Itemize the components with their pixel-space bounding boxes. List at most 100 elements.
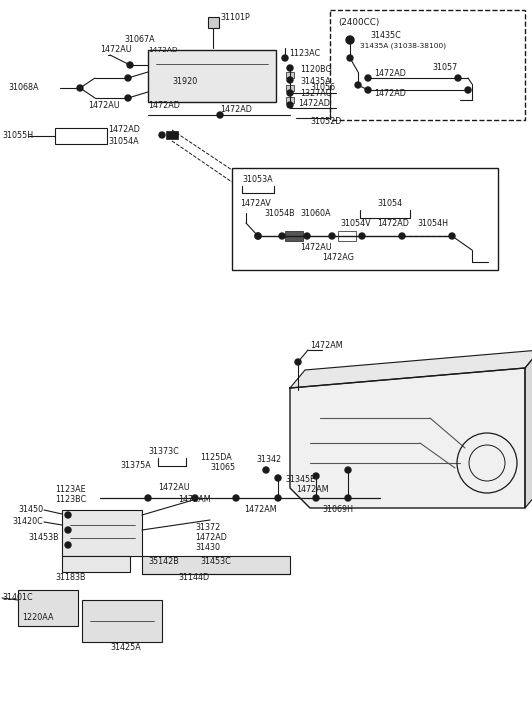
Text: 1472AM: 1472AM bbox=[296, 486, 329, 494]
Circle shape bbox=[255, 233, 261, 239]
Bar bbox=[18, 590, 78, 626]
Text: 31435A: 31435A bbox=[300, 78, 330, 87]
Text: 1472AU: 1472AU bbox=[158, 483, 190, 492]
Text: 1472AG: 1472AG bbox=[322, 254, 354, 262]
Circle shape bbox=[279, 233, 285, 239]
Circle shape bbox=[355, 82, 361, 88]
Text: 1327AC: 1327AC bbox=[300, 89, 331, 97]
Circle shape bbox=[304, 233, 310, 239]
Text: 1472AU: 1472AU bbox=[88, 100, 120, 110]
Text: 1472AD: 1472AD bbox=[220, 105, 252, 113]
Text: 1220AA: 1220AA bbox=[22, 614, 54, 622]
Text: 1472AM: 1472AM bbox=[310, 340, 343, 350]
Circle shape bbox=[345, 495, 351, 501]
Text: 31372: 31372 bbox=[195, 523, 220, 532]
Circle shape bbox=[313, 495, 319, 501]
Text: 31144D: 31144D bbox=[178, 574, 209, 582]
Polygon shape bbox=[290, 350, 532, 388]
Text: 1472AD: 1472AD bbox=[195, 534, 227, 542]
Text: 31453B: 31453B bbox=[28, 534, 59, 542]
Circle shape bbox=[217, 112, 223, 118]
Text: 31920: 31920 bbox=[172, 78, 197, 87]
Circle shape bbox=[287, 90, 293, 96]
Circle shape bbox=[287, 77, 293, 83]
Text: 1472AU: 1472AU bbox=[300, 244, 332, 252]
Text: 31375A: 31375A bbox=[120, 462, 151, 470]
Text: 31054: 31054 bbox=[377, 198, 402, 207]
Text: 31069H: 31069H bbox=[322, 505, 353, 515]
Text: 31435A (31038-38100): 31435A (31038-38100) bbox=[360, 43, 446, 49]
Text: 31057: 31057 bbox=[432, 63, 457, 73]
Circle shape bbox=[455, 75, 461, 81]
Text: 1472AV: 1472AV bbox=[240, 198, 271, 207]
Polygon shape bbox=[290, 368, 525, 508]
Bar bbox=[142, 556, 290, 574]
Circle shape bbox=[192, 495, 198, 501]
Circle shape bbox=[255, 233, 261, 239]
Bar bbox=[286, 72, 294, 78]
Text: 1472AD: 1472AD bbox=[148, 100, 180, 110]
Bar bbox=[232, 168, 498, 270]
Text: 31067A: 31067A bbox=[124, 36, 155, 44]
Circle shape bbox=[347, 55, 353, 61]
Text: 31435C: 31435C bbox=[370, 31, 401, 39]
Text: 1472AM: 1472AM bbox=[244, 505, 277, 515]
Circle shape bbox=[329, 233, 335, 239]
Circle shape bbox=[365, 75, 371, 81]
Text: 1472AD: 1472AD bbox=[298, 98, 330, 108]
Bar bbox=[55, 128, 107, 144]
Bar bbox=[82, 600, 162, 642]
Text: 31054A: 31054A bbox=[108, 137, 139, 147]
Text: (2400CC): (2400CC) bbox=[338, 17, 379, 26]
Bar bbox=[148, 50, 276, 102]
Text: 1123BC: 1123BC bbox=[55, 496, 86, 505]
Polygon shape bbox=[525, 350, 532, 508]
Text: 1472AM: 1472AM bbox=[178, 496, 211, 505]
Circle shape bbox=[346, 36, 354, 44]
Text: 31054B: 31054B bbox=[264, 209, 295, 217]
Circle shape bbox=[263, 467, 269, 473]
Text: 31453C: 31453C bbox=[200, 558, 231, 566]
Circle shape bbox=[287, 65, 293, 71]
Circle shape bbox=[399, 233, 405, 239]
Text: 1472AD: 1472AD bbox=[374, 68, 406, 78]
Bar bbox=[286, 85, 294, 91]
Bar bbox=[166, 131, 178, 139]
Text: 31052D: 31052D bbox=[310, 118, 342, 126]
Text: 1120BG: 1120BG bbox=[300, 65, 332, 74]
Text: 1472AD: 1472AD bbox=[377, 219, 409, 228]
Circle shape bbox=[287, 102, 293, 108]
Bar bbox=[330, 10, 525, 120]
Bar bbox=[62, 510, 142, 556]
Circle shape bbox=[159, 132, 165, 138]
Circle shape bbox=[145, 495, 151, 501]
Circle shape bbox=[77, 85, 83, 91]
Text: 31430: 31430 bbox=[195, 544, 220, 553]
Text: 31425A: 31425A bbox=[110, 643, 141, 653]
Text: 31068A: 31068A bbox=[8, 84, 38, 92]
Bar bbox=[207, 17, 219, 28]
Text: 1123AE: 1123AE bbox=[55, 486, 86, 494]
Text: 31183B: 31183B bbox=[55, 574, 86, 582]
Text: 31056: 31056 bbox=[310, 84, 335, 92]
Text: 31053A: 31053A bbox=[242, 175, 272, 185]
Circle shape bbox=[449, 233, 455, 239]
Circle shape bbox=[65, 542, 71, 548]
Circle shape bbox=[127, 62, 133, 68]
Text: 31373C: 31373C bbox=[148, 448, 179, 457]
Bar bbox=[285, 231, 303, 241]
Text: 31342: 31342 bbox=[256, 456, 281, 465]
Bar bbox=[338, 231, 356, 241]
Circle shape bbox=[313, 473, 319, 479]
Text: 31101P: 31101P bbox=[220, 12, 250, 22]
Text: 31055H: 31055H bbox=[2, 132, 33, 140]
Circle shape bbox=[233, 495, 239, 501]
Circle shape bbox=[359, 233, 365, 239]
Text: 31054H: 31054H bbox=[417, 219, 448, 228]
Bar bbox=[286, 97, 294, 103]
Bar bbox=[62, 556, 130, 572]
Circle shape bbox=[65, 512, 71, 518]
Circle shape bbox=[275, 475, 281, 481]
Text: 31065: 31065 bbox=[210, 464, 235, 473]
Text: 31054V: 31054V bbox=[340, 219, 371, 228]
